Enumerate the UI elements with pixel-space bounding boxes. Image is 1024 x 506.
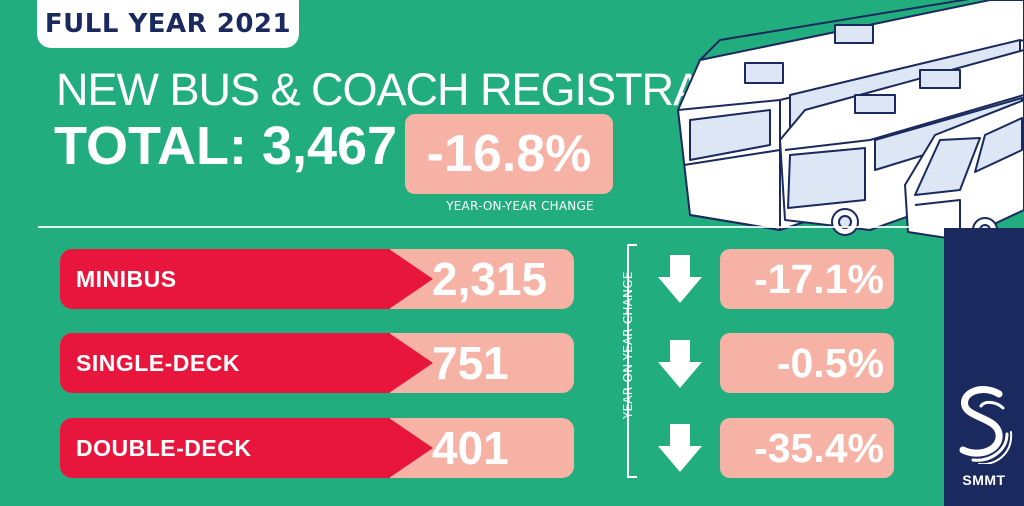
row-label-bg: MINIBUS: [60, 249, 390, 309]
category-row-minibus: MINIBUS 2,315: [60, 249, 574, 309]
category-value: 751: [432, 337, 509, 389]
brand-strip: [944, 228, 1024, 506]
category-label: DOUBLE-DECK: [76, 434, 252, 461]
total-change-badge: -16.8%: [405, 114, 613, 194]
down-arrow-icon: [658, 424, 702, 472]
category-value: 2,315: [432, 253, 548, 305]
vehicles-illustration: [677, 0, 1024, 243]
change-badge-double-deck: -35.4%: [720, 418, 894, 478]
row-label-bg: SINGLE-DECK: [60, 333, 390, 393]
brand-name: SMMT: [962, 472, 1006, 488]
category-label: SINGLE-DECK: [76, 349, 240, 376]
section-divider: [38, 226, 944, 228]
down-arrow-icon: [658, 255, 702, 303]
category-row-double-deck: DOUBLE-DECK 401: [60, 418, 574, 478]
yoy-bracket: [627, 244, 637, 478]
row-label-tip: [389, 249, 433, 309]
total-registrations: TOTAL: 3,467: [54, 116, 398, 176]
smmt-logo-icon: [959, 386, 1013, 464]
category-row-single-deck: SINGLE-DECK 751: [60, 333, 574, 393]
category-value: 401: [432, 422, 509, 474]
row-label-bg: DOUBLE-DECK: [60, 418, 390, 478]
yoy-vertical-caption: YEAR-ON-YEAR CHANGE: [621, 271, 635, 419]
row-label-tip: [389, 333, 433, 393]
row-label-tip: [389, 418, 433, 478]
change-badge-minibus: -17.1%: [720, 249, 894, 309]
category-label: MINIBUS: [76, 265, 177, 292]
period-badge: FULL YEAR 2021: [37, 0, 299, 48]
down-arrow-icon: [658, 340, 702, 388]
change-badge-single-deck: -0.5%: [720, 333, 894, 393]
total-change-caption: YEAR-ON-YEAR CHANGE: [446, 199, 594, 213]
